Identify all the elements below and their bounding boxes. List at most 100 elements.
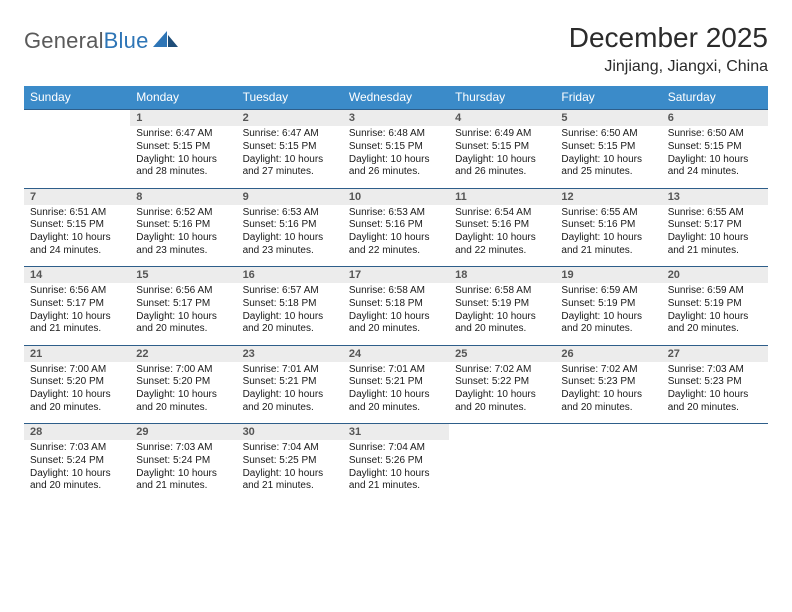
- sunset-line: Sunset: 5:21 PM: [349, 376, 443, 389]
- day-cell: Sunrise: 7:04 AMSunset: 5:26 PMDaylight:…: [343, 440, 449, 502]
- sunset-line: Sunset: 5:26 PM: [349, 455, 443, 468]
- dow-row: Sunday Monday Tuesday Wednesday Thursday…: [24, 86, 768, 110]
- daynum-row: 28293031: [24, 424, 768, 441]
- day-number: 8: [130, 188, 236, 205]
- sunset-line: Sunset: 5:19 PM: [561, 298, 655, 311]
- day-cell: Sunrise: 6:55 AMSunset: 5:16 PMDaylight:…: [555, 205, 661, 267]
- sunrise-line: Sunrise: 7:02 AM: [561, 364, 655, 377]
- daylight-line: Daylight: 10 hours and 20 minutes.: [136, 311, 230, 337]
- day-number: [555, 424, 661, 441]
- day-cell: Sunrise: 7:02 AMSunset: 5:22 PMDaylight:…: [449, 362, 555, 424]
- day-cell: Sunrise: 6:59 AMSunset: 5:19 PMDaylight:…: [662, 283, 768, 345]
- day-number: 9: [237, 188, 343, 205]
- sunrise-line: Sunrise: 6:56 AM: [30, 285, 124, 298]
- detail-row: Sunrise: 6:51 AMSunset: 5:15 PMDaylight:…: [24, 205, 768, 267]
- detail-row: Sunrise: 7:00 AMSunset: 5:20 PMDaylight:…: [24, 362, 768, 424]
- sunrise-line: Sunrise: 7:03 AM: [668, 364, 762, 377]
- brand-name-gray: General: [24, 28, 104, 53]
- daynum-row: 123456: [24, 110, 768, 127]
- sunset-line: Sunset: 5:15 PM: [455, 141, 549, 154]
- brand-name: GeneralBlue: [24, 28, 149, 54]
- sunset-line: Sunset: 5:24 PM: [136, 455, 230, 468]
- sunrise-line: Sunrise: 7:03 AM: [136, 442, 230, 455]
- header: GeneralBlue December 2025 Jinjiang, Jian…: [24, 22, 768, 76]
- daylight-line: Daylight: 10 hours and 20 minutes.: [349, 311, 443, 337]
- day-number: 5: [555, 110, 661, 127]
- day-cell: Sunrise: 6:58 AMSunset: 5:19 PMDaylight:…: [449, 283, 555, 345]
- daylight-line: Daylight: 10 hours and 23 minutes.: [243, 232, 337, 258]
- daylight-line: Daylight: 10 hours and 20 minutes.: [455, 311, 549, 337]
- day-cell: [555, 440, 661, 502]
- sunset-line: Sunset: 5:19 PM: [455, 298, 549, 311]
- day-number: 31: [343, 424, 449, 441]
- daynum-row: 21222324252627: [24, 345, 768, 362]
- sunrise-line: Sunrise: 6:47 AM: [136, 128, 230, 141]
- daylight-line: Daylight: 10 hours and 20 minutes.: [668, 311, 762, 337]
- dow-wednesday: Wednesday: [343, 86, 449, 110]
- sunrise-line: Sunrise: 7:00 AM: [136, 364, 230, 377]
- daylight-line: Daylight: 10 hours and 27 minutes.: [243, 154, 337, 180]
- day-cell: Sunrise: 6:50 AMSunset: 5:15 PMDaylight:…: [662, 126, 768, 188]
- sunset-line: Sunset: 5:23 PM: [668, 376, 762, 389]
- day-cell: Sunrise: 6:54 AMSunset: 5:16 PMDaylight:…: [449, 205, 555, 267]
- day-cell: Sunrise: 6:56 AMSunset: 5:17 PMDaylight:…: [24, 283, 130, 345]
- sunrise-line: Sunrise: 6:47 AM: [243, 128, 337, 141]
- sunset-line: Sunset: 5:21 PM: [243, 376, 337, 389]
- sunset-line: Sunset: 5:15 PM: [30, 219, 124, 232]
- month-title: December 2025: [569, 22, 768, 54]
- day-cell: Sunrise: 7:03 AMSunset: 5:24 PMDaylight:…: [24, 440, 130, 502]
- sunrise-line: Sunrise: 6:59 AM: [668, 285, 762, 298]
- day-cell: Sunrise: 7:00 AMSunset: 5:20 PMDaylight:…: [24, 362, 130, 424]
- sunrise-line: Sunrise: 6:55 AM: [561, 207, 655, 220]
- daylight-line: Daylight: 10 hours and 20 minutes.: [243, 311, 337, 337]
- day-number: 2: [237, 110, 343, 127]
- sunset-line: Sunset: 5:18 PM: [349, 298, 443, 311]
- day-cell: Sunrise: 6:58 AMSunset: 5:18 PMDaylight:…: [343, 283, 449, 345]
- day-cell: Sunrise: 7:04 AMSunset: 5:25 PMDaylight:…: [237, 440, 343, 502]
- day-number: 19: [555, 267, 661, 284]
- sunset-line: Sunset: 5:17 PM: [30, 298, 124, 311]
- sunset-line: Sunset: 5:15 PM: [349, 141, 443, 154]
- day-number: 11: [449, 188, 555, 205]
- dow-saturday: Saturday: [662, 86, 768, 110]
- day-number: 27: [662, 345, 768, 362]
- sunrise-line: Sunrise: 6:58 AM: [349, 285, 443, 298]
- sunrise-line: Sunrise: 6:59 AM: [561, 285, 655, 298]
- sunrise-line: Sunrise: 6:50 AM: [561, 128, 655, 141]
- daylight-line: Daylight: 10 hours and 26 minutes.: [455, 154, 549, 180]
- day-cell: Sunrise: 7:03 AMSunset: 5:24 PMDaylight:…: [130, 440, 236, 502]
- location: Jinjiang, Jiangxi, China: [569, 58, 768, 76]
- dow-sunday: Sunday: [24, 86, 130, 110]
- day-cell: [449, 440, 555, 502]
- day-number: 23: [237, 345, 343, 362]
- day-cell: Sunrise: 6:52 AMSunset: 5:16 PMDaylight:…: [130, 205, 236, 267]
- day-number: 24: [343, 345, 449, 362]
- day-cell: Sunrise: 6:49 AMSunset: 5:15 PMDaylight:…: [449, 126, 555, 188]
- day-number: 3: [343, 110, 449, 127]
- daylight-line: Daylight: 10 hours and 20 minutes.: [668, 389, 762, 415]
- calendar-body: 123456Sunrise: 6:47 AMSunset: 5:15 PMDay…: [24, 110, 768, 503]
- day-cell: Sunrise: 6:57 AMSunset: 5:18 PMDaylight:…: [237, 283, 343, 345]
- sunrise-line: Sunrise: 7:03 AM: [30, 442, 124, 455]
- day-number: 28: [24, 424, 130, 441]
- daylight-line: Daylight: 10 hours and 25 minutes.: [561, 154, 655, 180]
- sunrise-line: Sunrise: 6:49 AM: [455, 128, 549, 141]
- sunset-line: Sunset: 5:17 PM: [136, 298, 230, 311]
- sunrise-line: Sunrise: 7:01 AM: [349, 364, 443, 377]
- day-cell: Sunrise: 7:01 AMSunset: 5:21 PMDaylight:…: [343, 362, 449, 424]
- day-cell: Sunrise: 7:02 AMSunset: 5:23 PMDaylight:…: [555, 362, 661, 424]
- day-number: 21: [24, 345, 130, 362]
- daylight-line: Daylight: 10 hours and 24 minutes.: [30, 232, 124, 258]
- day-cell: [662, 440, 768, 502]
- sunset-line: Sunset: 5:20 PM: [136, 376, 230, 389]
- sunset-line: Sunset: 5:18 PM: [243, 298, 337, 311]
- sunset-line: Sunset: 5:15 PM: [136, 141, 230, 154]
- day-cell: Sunrise: 7:00 AMSunset: 5:20 PMDaylight:…: [130, 362, 236, 424]
- sunrise-line: Sunrise: 6:56 AM: [136, 285, 230, 298]
- sunrise-line: Sunrise: 7:04 AM: [349, 442, 443, 455]
- sunset-line: Sunset: 5:16 PM: [349, 219, 443, 232]
- calendar-table: Sunday Monday Tuesday Wednesday Thursday…: [24, 86, 768, 502]
- daylight-line: Daylight: 10 hours and 20 minutes.: [136, 389, 230, 415]
- day-number: 16: [237, 267, 343, 284]
- sunset-line: Sunset: 5:19 PM: [668, 298, 762, 311]
